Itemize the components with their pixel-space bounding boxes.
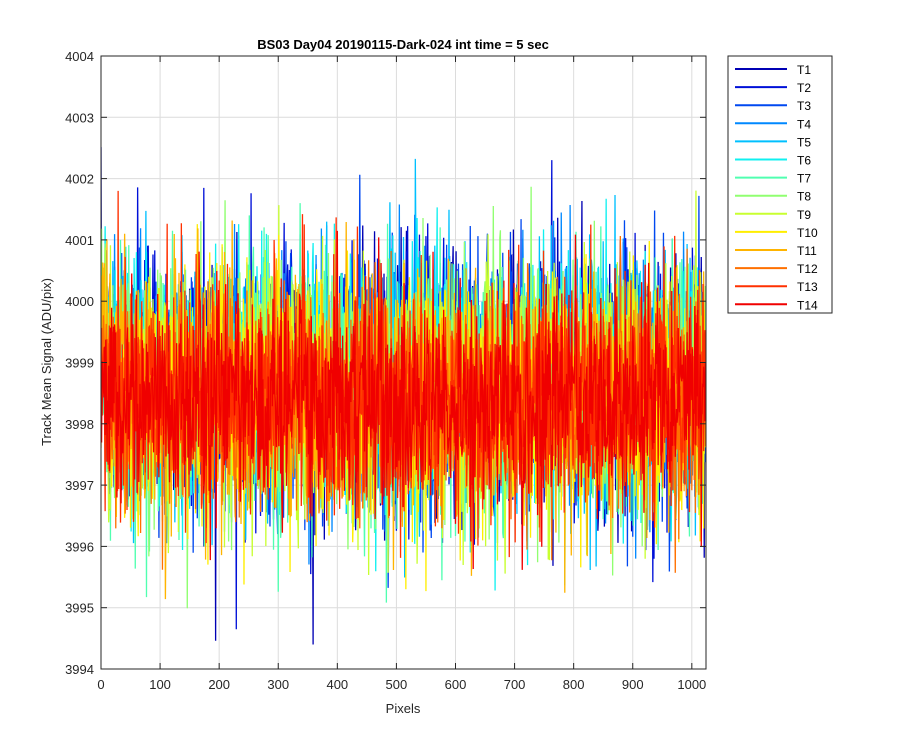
x-tick-label: 1000	[677, 677, 706, 692]
legend-label: T1	[797, 63, 811, 77]
y-tick-label: 3996	[65, 539, 94, 554]
series-line-t14	[101, 230, 706, 570]
legend-label: T6	[797, 154, 811, 168]
y-tick-label: 4000	[65, 294, 94, 309]
y-tick-label: 4004	[65, 49, 94, 64]
legend-label: T9	[797, 208, 811, 222]
x-tick-labels: 0 100 200 300 400 500 600 700 800 900 1000	[97, 677, 706, 692]
chart-title: BS03 Day04 20190115-Dark-024 int time = …	[257, 37, 549, 52]
legend-box	[727, 55, 833, 314]
x-axis-label: Pixels	[386, 701, 421, 716]
legend-label: T8	[797, 190, 811, 204]
legend-label: T12	[797, 262, 818, 276]
y-tick-label: 3997	[65, 478, 94, 493]
y-axis-label: Track Mean Signal (ADU/pix)	[39, 278, 54, 446]
legend-label: T2	[797, 81, 811, 95]
y-tick-label: 4001	[65, 233, 94, 248]
y-tick-label: 3998	[65, 417, 94, 432]
legend-label: T10	[797, 226, 818, 240]
legend-label: T11	[797, 244, 817, 258]
y-tick-label: 4003	[65, 110, 94, 125]
legend-label: T14	[797, 298, 818, 312]
x-tick-label: 600	[445, 677, 467, 692]
axis-ticks	[100, 55, 706, 670]
x-tick-label: 400	[326, 677, 348, 692]
x-tick-label: 300	[267, 677, 289, 692]
x-tick-label: 500	[386, 677, 408, 692]
y-tick-label: 4002	[65, 172, 94, 187]
x-tick-label: 0	[97, 677, 104, 692]
y-tick-label: 3994	[65, 662, 94, 677]
legend: T1 T2 T3 T4 T5 T6 T7 T8 T9 T10 T11 T12 T13 T14	[727, 55, 833, 314]
y-tick-label: 3995	[65, 601, 94, 616]
x-tick-label: 900	[622, 677, 644, 692]
legend-label: T4	[797, 117, 811, 131]
x-tick-label: 100	[149, 677, 171, 692]
series-lines	[101, 147, 706, 645]
legend-label: T7	[797, 172, 811, 186]
y-tick-label: 3999	[65, 356, 94, 371]
x-tick-label: 700	[504, 677, 526, 692]
x-tick-label: 800	[563, 677, 585, 692]
legend-label: T5	[797, 135, 811, 149]
legend-label: T13	[797, 280, 818, 294]
y-tick-labels: 3994 3995 3996 3997 3998 3999 4000 4001 4002 4003…	[65, 49, 94, 677]
x-tick-label: 200	[208, 677, 230, 692]
legend-label: T3	[797, 99, 811, 113]
